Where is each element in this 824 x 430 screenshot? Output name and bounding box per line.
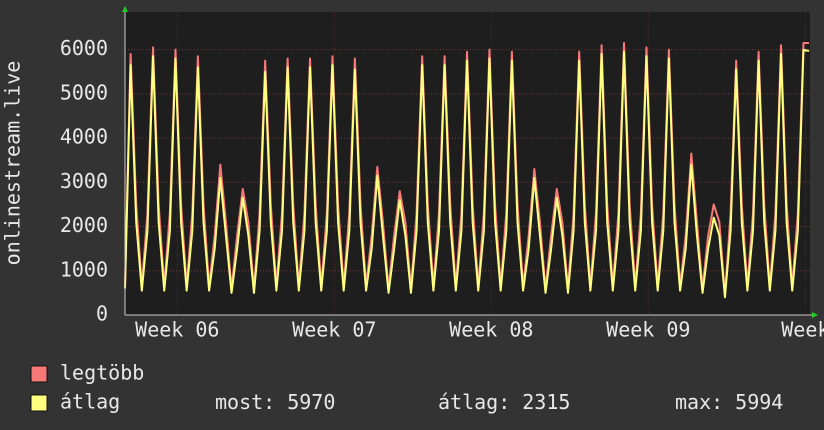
x-tick-label: Week 07 [292, 318, 376, 342]
y-axis-label: onlinestream.live [1, 61, 25, 266]
x-arrow [812, 312, 818, 318]
stat-label: átlag: [438, 390, 510, 414]
legend-label: legtöbb [60, 361, 144, 385]
x-tick-label: Week [781, 318, 824, 342]
stat-label: max: [675, 390, 723, 414]
y-tick-label: 3000 [60, 169, 108, 193]
y-tick-label: 1000 [60, 257, 108, 281]
stat: max: 5994 [675, 390, 783, 414]
stat-value: 5970 [287, 390, 335, 414]
stat-label: most: [215, 390, 275, 414]
y-tick-label: 6000 [60, 36, 108, 60]
y-arrow [122, 6, 128, 12]
plot [124, 41, 810, 299]
x-tick-label: Week 08 [449, 318, 533, 342]
y-tick-label: 2000 [60, 213, 108, 237]
stat-value: 2315 [522, 390, 570, 414]
x-tick-label: Week 06 [135, 318, 219, 342]
stat-value: 5994 [735, 390, 783, 414]
grid [125, 12, 810, 316]
series-line [124, 48, 810, 299]
legend-label: átlag [60, 390, 120, 414]
y-tick-label: 0 [96, 302, 108, 326]
legend-swatch [30, 365, 48, 383]
stat: átlag: 2315 [438, 390, 570, 414]
y-tick-label: 5000 [60, 80, 108, 104]
stat: most: 5970 [215, 390, 335, 414]
y-tick-label: 4000 [60, 125, 108, 149]
legend-swatch [30, 394, 48, 412]
x-tick-label: Week 09 [606, 318, 690, 342]
legend: legtöbb átlag most: 5970 átlag: 2315 max: 5994 [30, 361, 783, 414]
